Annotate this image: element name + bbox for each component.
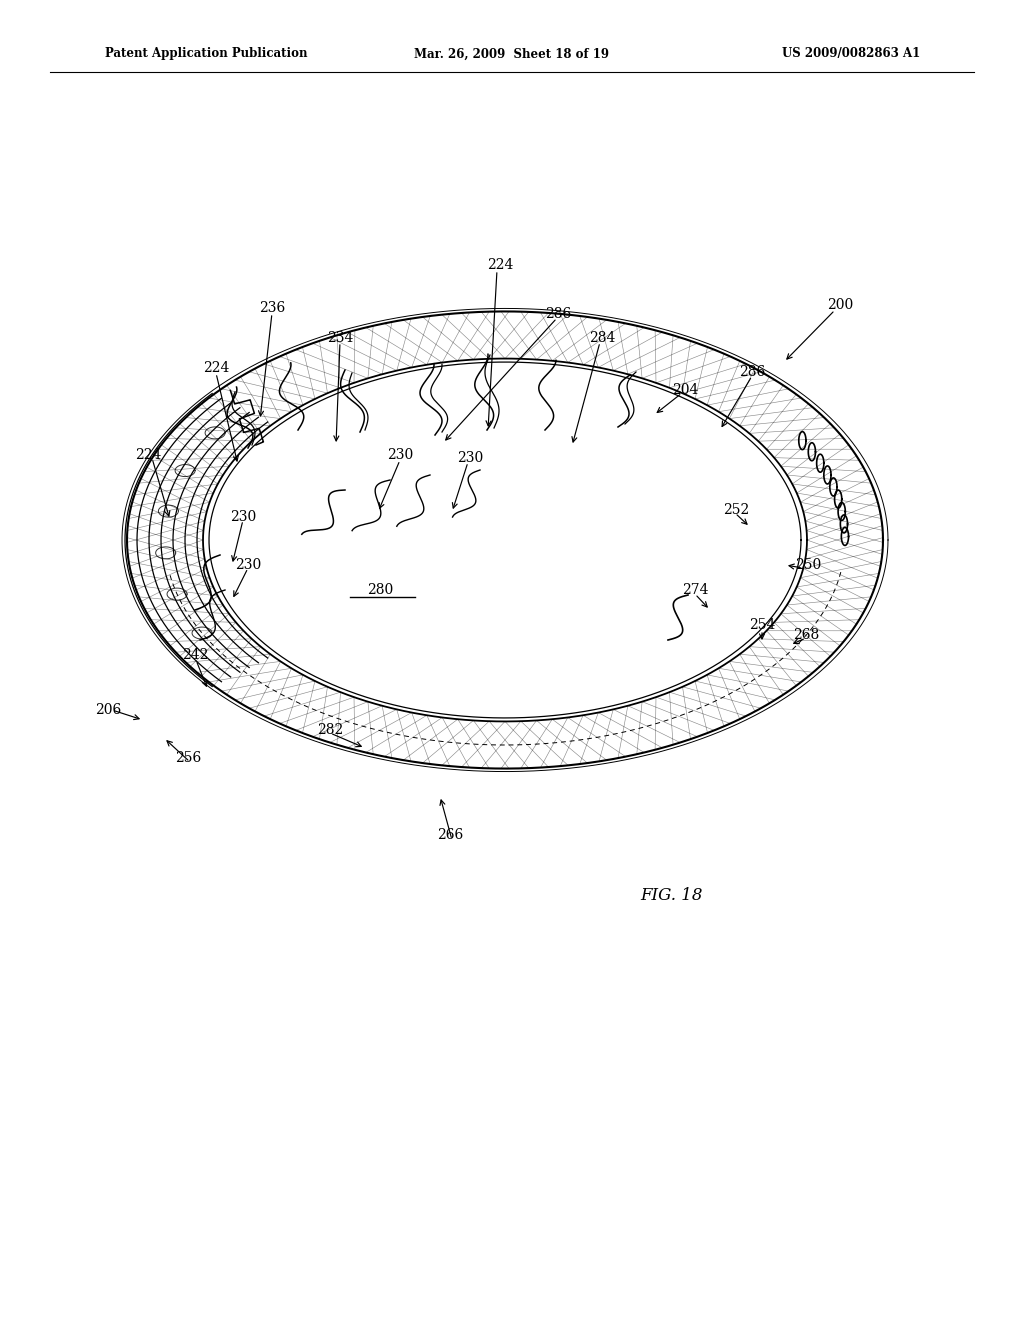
Text: 266: 266: [437, 828, 463, 842]
Text: 230: 230: [457, 451, 483, 465]
Text: 280: 280: [367, 583, 393, 597]
Text: 224: 224: [203, 360, 229, 375]
Text: 282: 282: [316, 723, 343, 737]
Text: US 2009/0082863 A1: US 2009/0082863 A1: [781, 48, 920, 61]
Text: 256: 256: [175, 751, 201, 766]
Text: 274: 274: [682, 583, 709, 597]
Text: 204: 204: [672, 383, 698, 397]
Text: Patent Application Publication: Patent Application Publication: [105, 48, 307, 61]
Text: 252: 252: [723, 503, 750, 517]
Text: 236: 236: [259, 301, 285, 315]
Text: 224: 224: [486, 257, 513, 272]
Text: FIG. 18: FIG. 18: [641, 887, 703, 903]
Text: 284: 284: [589, 331, 615, 345]
Text: 250: 250: [795, 558, 821, 572]
Text: 230: 230: [387, 447, 413, 462]
Text: Mar. 26, 2009  Sheet 18 of 19: Mar. 26, 2009 Sheet 18 of 19: [415, 48, 609, 61]
Text: 286: 286: [545, 308, 571, 321]
Text: 268: 268: [793, 628, 819, 642]
Text: 206: 206: [95, 704, 121, 717]
Text: 254: 254: [749, 618, 775, 632]
Text: 224: 224: [135, 447, 161, 462]
Text: 230: 230: [229, 510, 256, 524]
Text: 230: 230: [234, 558, 261, 572]
Text: 242: 242: [182, 648, 208, 663]
Text: 286: 286: [739, 366, 765, 379]
Text: 200: 200: [826, 298, 853, 312]
Text: 234: 234: [327, 331, 353, 345]
